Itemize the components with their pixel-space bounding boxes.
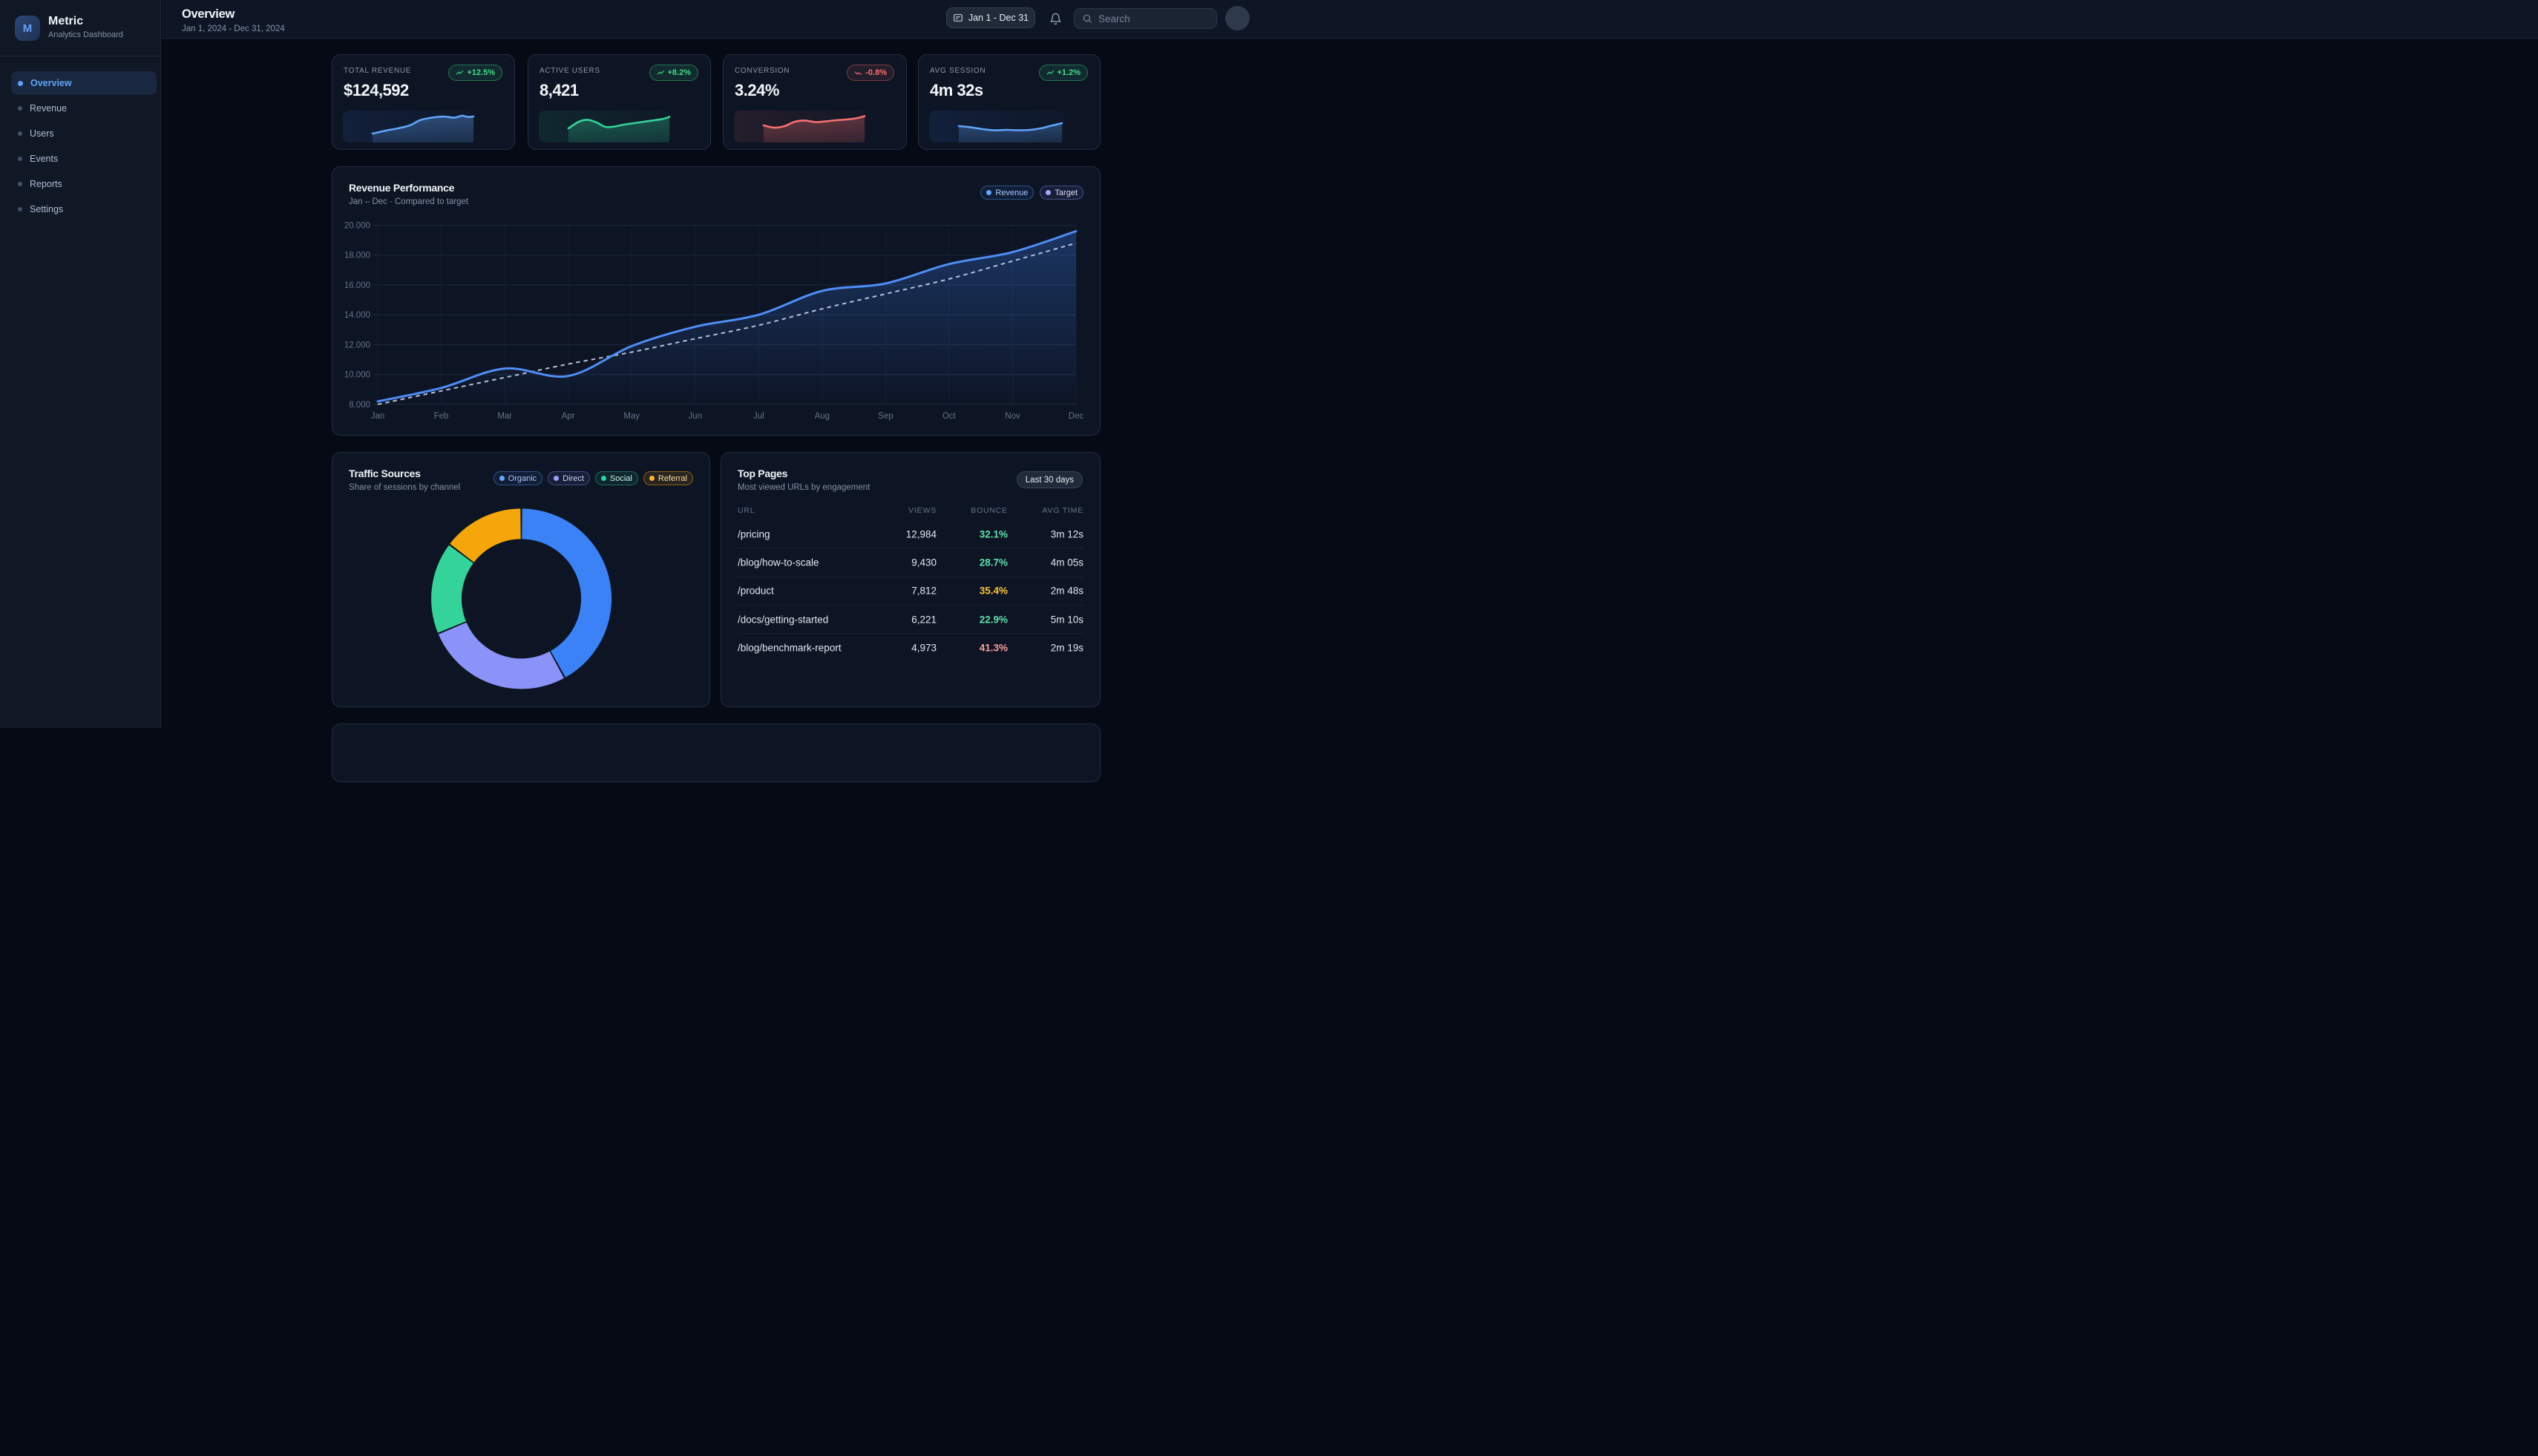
- svg-text:20.000: 20.000: [344, 222, 370, 231]
- svg-text:16.000: 16.000: [344, 281, 370, 290]
- svg-text:Nov: Nov: [1005, 412, 1020, 421]
- svg-text:Oct: Oct: [942, 412, 957, 421]
- svg-text:Feb: Feb: [434, 412, 449, 421]
- svg-text:Jan: Jan: [371, 412, 385, 421]
- svg-text:18.000: 18.000: [344, 252, 370, 260]
- svg-text:Jun: Jun: [688, 412, 702, 421]
- svg-text:Apr: Apr: [562, 412, 575, 421]
- svg-text:14.000: 14.000: [344, 311, 370, 320]
- svg-text:Jul: Jul: [753, 412, 764, 421]
- svg-text:8.000: 8.000: [349, 401, 370, 410]
- svg-text:10.000: 10.000: [344, 371, 370, 380]
- svg-text:May: May: [623, 412, 640, 421]
- svg-text:Aug: Aug: [815, 412, 830, 421]
- svg-text:Mar: Mar: [497, 412, 512, 421]
- svg-text:Dec: Dec: [1069, 412, 1084, 421]
- svg-text:12.000: 12.000: [344, 341, 370, 350]
- svg-text:Sep: Sep: [878, 412, 893, 421]
